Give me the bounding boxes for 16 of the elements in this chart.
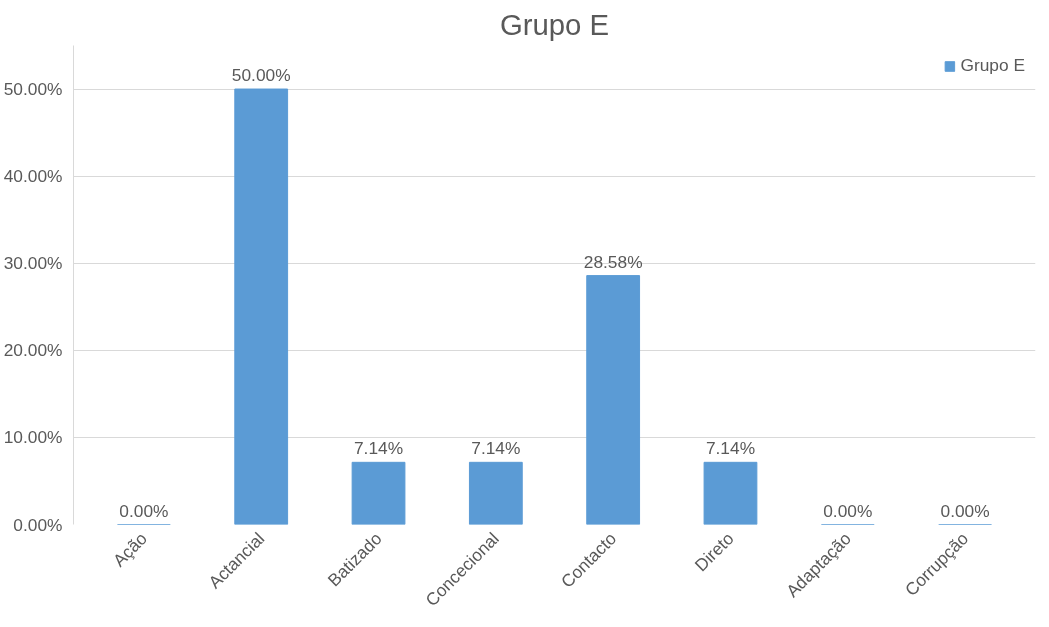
data-label: 50.00% (231, 65, 291, 86)
y-tick-label: 50.00% (3, 79, 63, 100)
data-label: 7.14% (705, 438, 756, 459)
y-tick-label: 20.00% (3, 340, 63, 361)
data-label: 7.14% (471, 438, 521, 459)
data-label: 28.58% (583, 251, 643, 272)
y-tick-label: 0.00% (13, 514, 63, 535)
data-label: 0.00% (119, 500, 169, 521)
y-tick-label: 40.00% (3, 166, 63, 187)
y-tick-label: 30.00% (3, 253, 63, 274)
chart-title: Grupo E (499, 7, 610, 41)
legend-label: Grupo E (960, 55, 1025, 76)
data-label: 7.14% (353, 438, 404, 459)
data-label: 0.00% (823, 500, 873, 521)
data-label: 0.00% (940, 500, 990, 521)
y-tick-label: 10.00% (3, 427, 63, 448)
